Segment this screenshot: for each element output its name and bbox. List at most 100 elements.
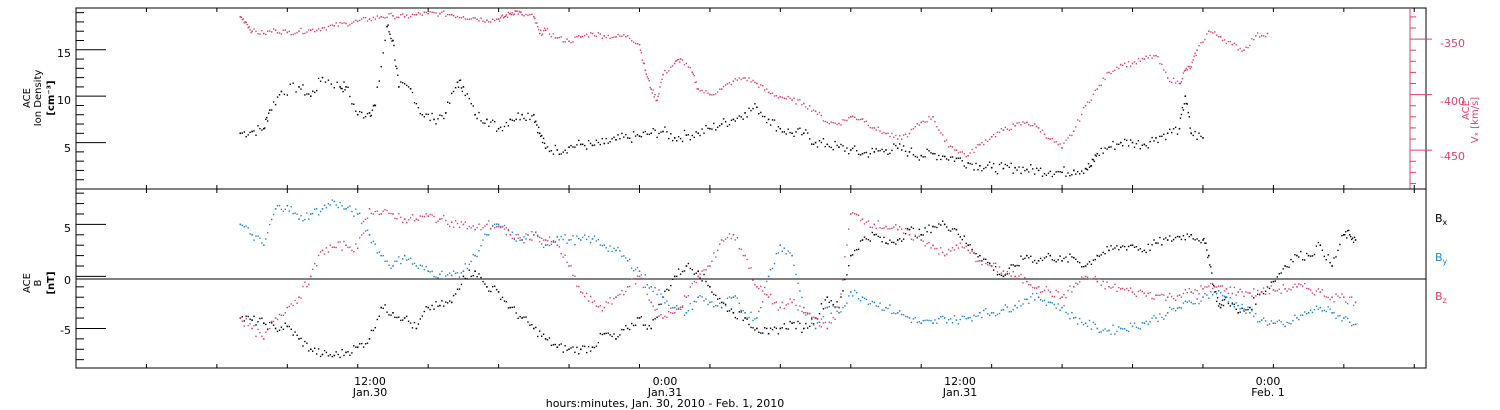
vx-point [611,36,613,39]
ion-density-point [879,149,881,152]
vx-point [515,10,517,13]
vx-point [1241,50,1243,52]
ion-density-point [685,134,688,136]
bz-point [591,301,594,304]
bx-point [1129,244,1132,247]
bz-point [294,299,296,302]
bz-point [1319,291,1322,293]
bz-point [709,265,711,267]
by-point [280,208,283,211]
bx-point [1278,273,1280,275]
ion-density-point [1051,175,1053,178]
ion-density-point [754,103,756,105]
by-point [887,307,889,310]
ion-density-point [979,165,981,167]
vx-point [793,97,795,99]
ion-density-point [707,127,709,129]
bz-point [542,239,545,241]
bx-point [1345,231,1347,233]
bz-point [607,302,609,304]
bz-point [930,247,932,249]
bz-point [349,246,351,248]
by-point [376,252,378,254]
ion-density-point [1187,111,1189,114]
by-point [713,305,715,308]
bz-point [298,296,300,298]
vx-point [742,77,744,79]
vx-point [472,17,474,19]
bx-point [458,288,461,290]
bz-point [464,221,466,223]
vx-point [807,108,809,110]
ion-density-point [642,131,645,134]
ion-density-point [812,143,815,145]
ion-density-point [388,31,390,33]
bz-point [693,280,695,283]
vx-point [576,35,578,38]
vx-point [304,32,306,35]
bz-point [705,269,707,271]
ion-density-point [1092,159,1095,161]
bx-point [384,304,386,306]
bz-point [713,252,715,254]
vx-point [615,36,617,38]
ion-density-point [940,158,942,161]
by-point [470,260,472,263]
bx-point [1034,259,1036,262]
ion-density-point [867,156,870,158]
vx-point [1225,42,1228,45]
vx-point [582,35,584,38]
bx-point [1139,248,1141,250]
bx-point [943,223,946,226]
bx-point [359,343,361,345]
bz-point [529,238,531,240]
bx-point [454,293,457,295]
by-point [1169,306,1171,309]
vx-point [625,36,627,38]
bz-point [329,244,331,246]
ion-density-point [1163,133,1165,135]
bz-point [1079,281,1081,283]
by-point [406,259,408,261]
bz-point [261,335,263,337]
bx-point [646,328,648,330]
bz-point [1127,289,1130,292]
by-point [284,208,286,210]
vx-point [938,129,940,131]
bz-point [771,303,774,305]
ion-density-point [366,113,369,115]
bz-point [1082,277,1085,279]
bz-point [272,320,275,323]
vx-point [975,146,977,149]
ion-density-point [1045,174,1048,176]
vx-point [670,66,672,68]
by-point [517,234,519,236]
bx-point [889,239,891,241]
bx-point [1210,266,1212,268]
ion-density-point [656,136,658,139]
ion-density-point [695,131,697,133]
ion-density-point [865,151,868,154]
vx-point [859,118,862,121]
vx-point [908,132,911,135]
vx-point [1034,123,1036,125]
top-right-tick-label-350: -350 [1440,37,1465,50]
bx-point [413,321,416,324]
ion-density-point [811,143,813,145]
vx-point [1073,130,1075,133]
bx-point [1219,306,1222,309]
vx-point [343,22,345,24]
bz-point [769,293,772,296]
bz-point [1339,296,1341,299]
by-point [1268,323,1271,325]
vx-point [869,126,871,129]
by-point [394,260,396,262]
bx-point [936,226,938,229]
vx-point [443,10,445,12]
bz-point [789,298,791,300]
vx-point [720,88,723,90]
vx-point [1188,65,1190,68]
by-point [542,246,545,248]
vx-point [1186,69,1188,71]
ion-density-point [1157,141,1159,144]
